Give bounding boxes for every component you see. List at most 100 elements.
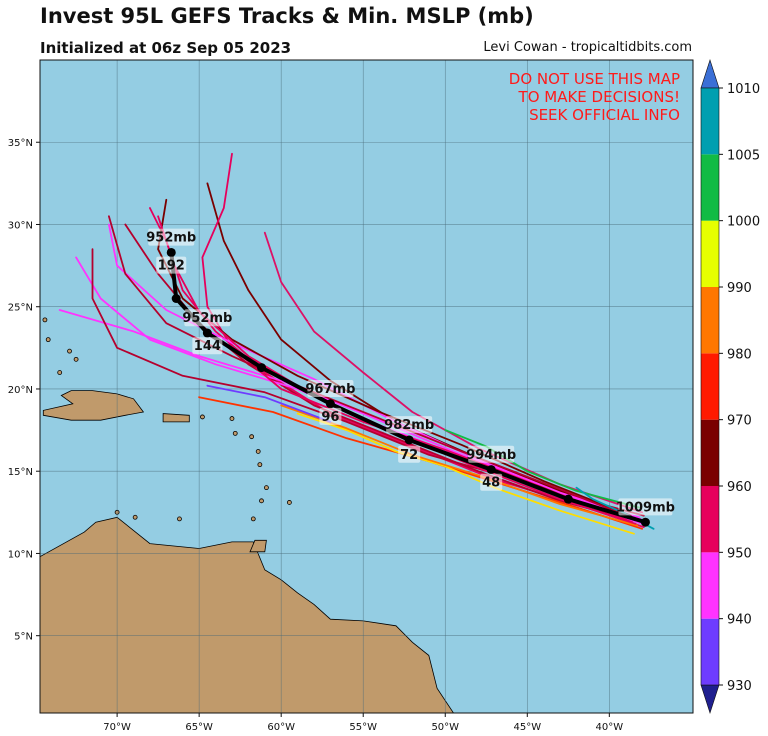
annotation-bg <box>148 228 195 246</box>
colorbar-segment <box>701 154 719 221</box>
annotation-bg <box>398 445 421 463</box>
island-land <box>259 498 264 504</box>
island-land <box>177 516 182 522</box>
ensemble-member-track <box>206 384 332 423</box>
mean-track-point <box>404 435 414 445</box>
lon-tick-label: 40°W <box>596 722 624 733</box>
colorbar-label: 960 <box>727 480 752 495</box>
island-land <box>67 348 72 354</box>
lon-tick-label: 70°W <box>103 722 131 733</box>
puerto-rico-land <box>162 413 190 423</box>
colorbar-label: 930 <box>727 679 752 694</box>
island-land <box>200 414 205 420</box>
colorbar-label: 980 <box>727 347 752 362</box>
annotation-bg <box>386 416 433 434</box>
track-annotation: 952mb <box>146 231 196 246</box>
map-frame <box>39 59 694 714</box>
colorbar-label: 950 <box>727 546 752 561</box>
colorbar-segment <box>701 618 719 685</box>
colorbar-label: 970 <box>727 414 752 429</box>
island-land <box>232 430 238 436</box>
track-annotation: 982mb <box>384 418 434 433</box>
lat-tick-label: 30°N <box>8 220 33 231</box>
warning-line-1: DO NOT USE THIS MAP <box>509 70 680 88</box>
island-land <box>45 337 51 343</box>
island-land <box>286 500 292 505</box>
colorbar-label: 1010 <box>727 82 760 97</box>
colorbar-segment <box>701 353 719 420</box>
annotation-bg <box>618 498 673 516</box>
lat-tick-label: 15°N <box>8 467 33 478</box>
pressure-colorbar: 930 940 950 960 970 980 990 1000 1005 1010 <box>700 59 760 714</box>
island-land <box>250 516 256 522</box>
island-land <box>73 356 79 362</box>
track-annotation: 96 <box>321 410 339 425</box>
lat-tick-label: 10°N <box>8 549 33 560</box>
island-land <box>229 416 235 421</box>
warning-line-3: SEEK OFFICIAL INFO <box>529 106 680 124</box>
graticule <box>40 60 693 713</box>
annotation-bg <box>468 445 515 463</box>
colorbar-label: 940 <box>727 613 752 628</box>
mean-track-point <box>563 494 573 504</box>
warning-line-2: TO MAKE DECISIONS! <box>518 88 680 106</box>
colorbar-lower-extend <box>700 684 720 714</box>
mean-track-point <box>325 399 335 409</box>
colorbar-label: 990 <box>727 281 752 296</box>
track-annotations: 1009mb 994mb 48 982mb 72 967mb 96 952mb 144 952mb… <box>146 228 675 516</box>
annotation-bg <box>307 379 354 397</box>
trinidad-land <box>249 539 267 553</box>
chart-title: Invest 95L GEFS Tracks & Min. MSLP (mb) <box>40 4 534 28</box>
lon-tick-label: 55°W <box>349 722 377 733</box>
lon-tick-label: 60°W <box>267 722 295 733</box>
island-land <box>257 462 263 468</box>
annotation-bg <box>156 256 187 274</box>
track-annotation: 1009mb <box>616 500 675 515</box>
annotation-bg <box>319 407 342 425</box>
colorbar-segment <box>701 88 719 155</box>
colorbar-label: 1005 <box>727 148 760 163</box>
lat-tick-label: 5°N <box>14 632 33 643</box>
track-annotation: 967mb <box>305 382 355 397</box>
ensemble-member-track <box>124 223 635 522</box>
lon-tick-label: 50°W <box>431 722 459 733</box>
lat-tick-label: 25°N <box>8 303 33 314</box>
lon-tick-label: 45°W <box>513 722 541 733</box>
ensemble-member-track <box>444 429 640 509</box>
island-land <box>264 485 269 491</box>
track-annotation: 48 <box>482 476 500 491</box>
axis-ticks: 70°W 65°W 60°W 55°W 50°W 45°W 40°W 5°N 10°N 15°N 2… <box>8 138 623 733</box>
colorbar-segment <box>701 486 719 553</box>
track-annotation: 144 <box>194 339 221 354</box>
mean-track-point <box>171 294 181 304</box>
annotation-bg <box>480 473 503 491</box>
colorbar-segment <box>701 287 719 354</box>
annotation-bg <box>192 337 223 355</box>
mean-track-point <box>640 517 650 527</box>
colorbar-outline <box>700 87 720 686</box>
track-annotation: 72 <box>400 448 418 463</box>
mean-track-point <box>166 247 176 257</box>
track-annotation: 994mb <box>466 448 516 463</box>
init-time-subtitle: Initialized at 06z Sep 05 2023 <box>40 39 292 57</box>
credit-text: Levi Cowan - tropicaltidbits.com <box>483 40 692 55</box>
colorbar-segment <box>701 419 719 486</box>
lat-tick-label: 35°N <box>8 138 33 149</box>
track-annotation: 952mb <box>182 311 232 326</box>
island-land <box>132 514 138 520</box>
island-land <box>249 434 255 440</box>
lat-tick-label: 20°N <box>8 385 33 396</box>
colorbar-label: 1000 <box>727 215 760 230</box>
colorbar-segment <box>701 552 719 619</box>
annotation-bg <box>184 309 231 327</box>
island-land <box>42 317 48 323</box>
mean-track-point <box>202 328 212 338</box>
colorbar-upper-extend <box>700 59 720 89</box>
island-land <box>57 370 63 375</box>
colorbar-segment <box>701 220 719 287</box>
island-land <box>255 449 261 454</box>
track-annotation: 192 <box>158 259 185 274</box>
ensemble-member-track <box>296 412 635 535</box>
ensemble-member-track <box>108 223 642 520</box>
